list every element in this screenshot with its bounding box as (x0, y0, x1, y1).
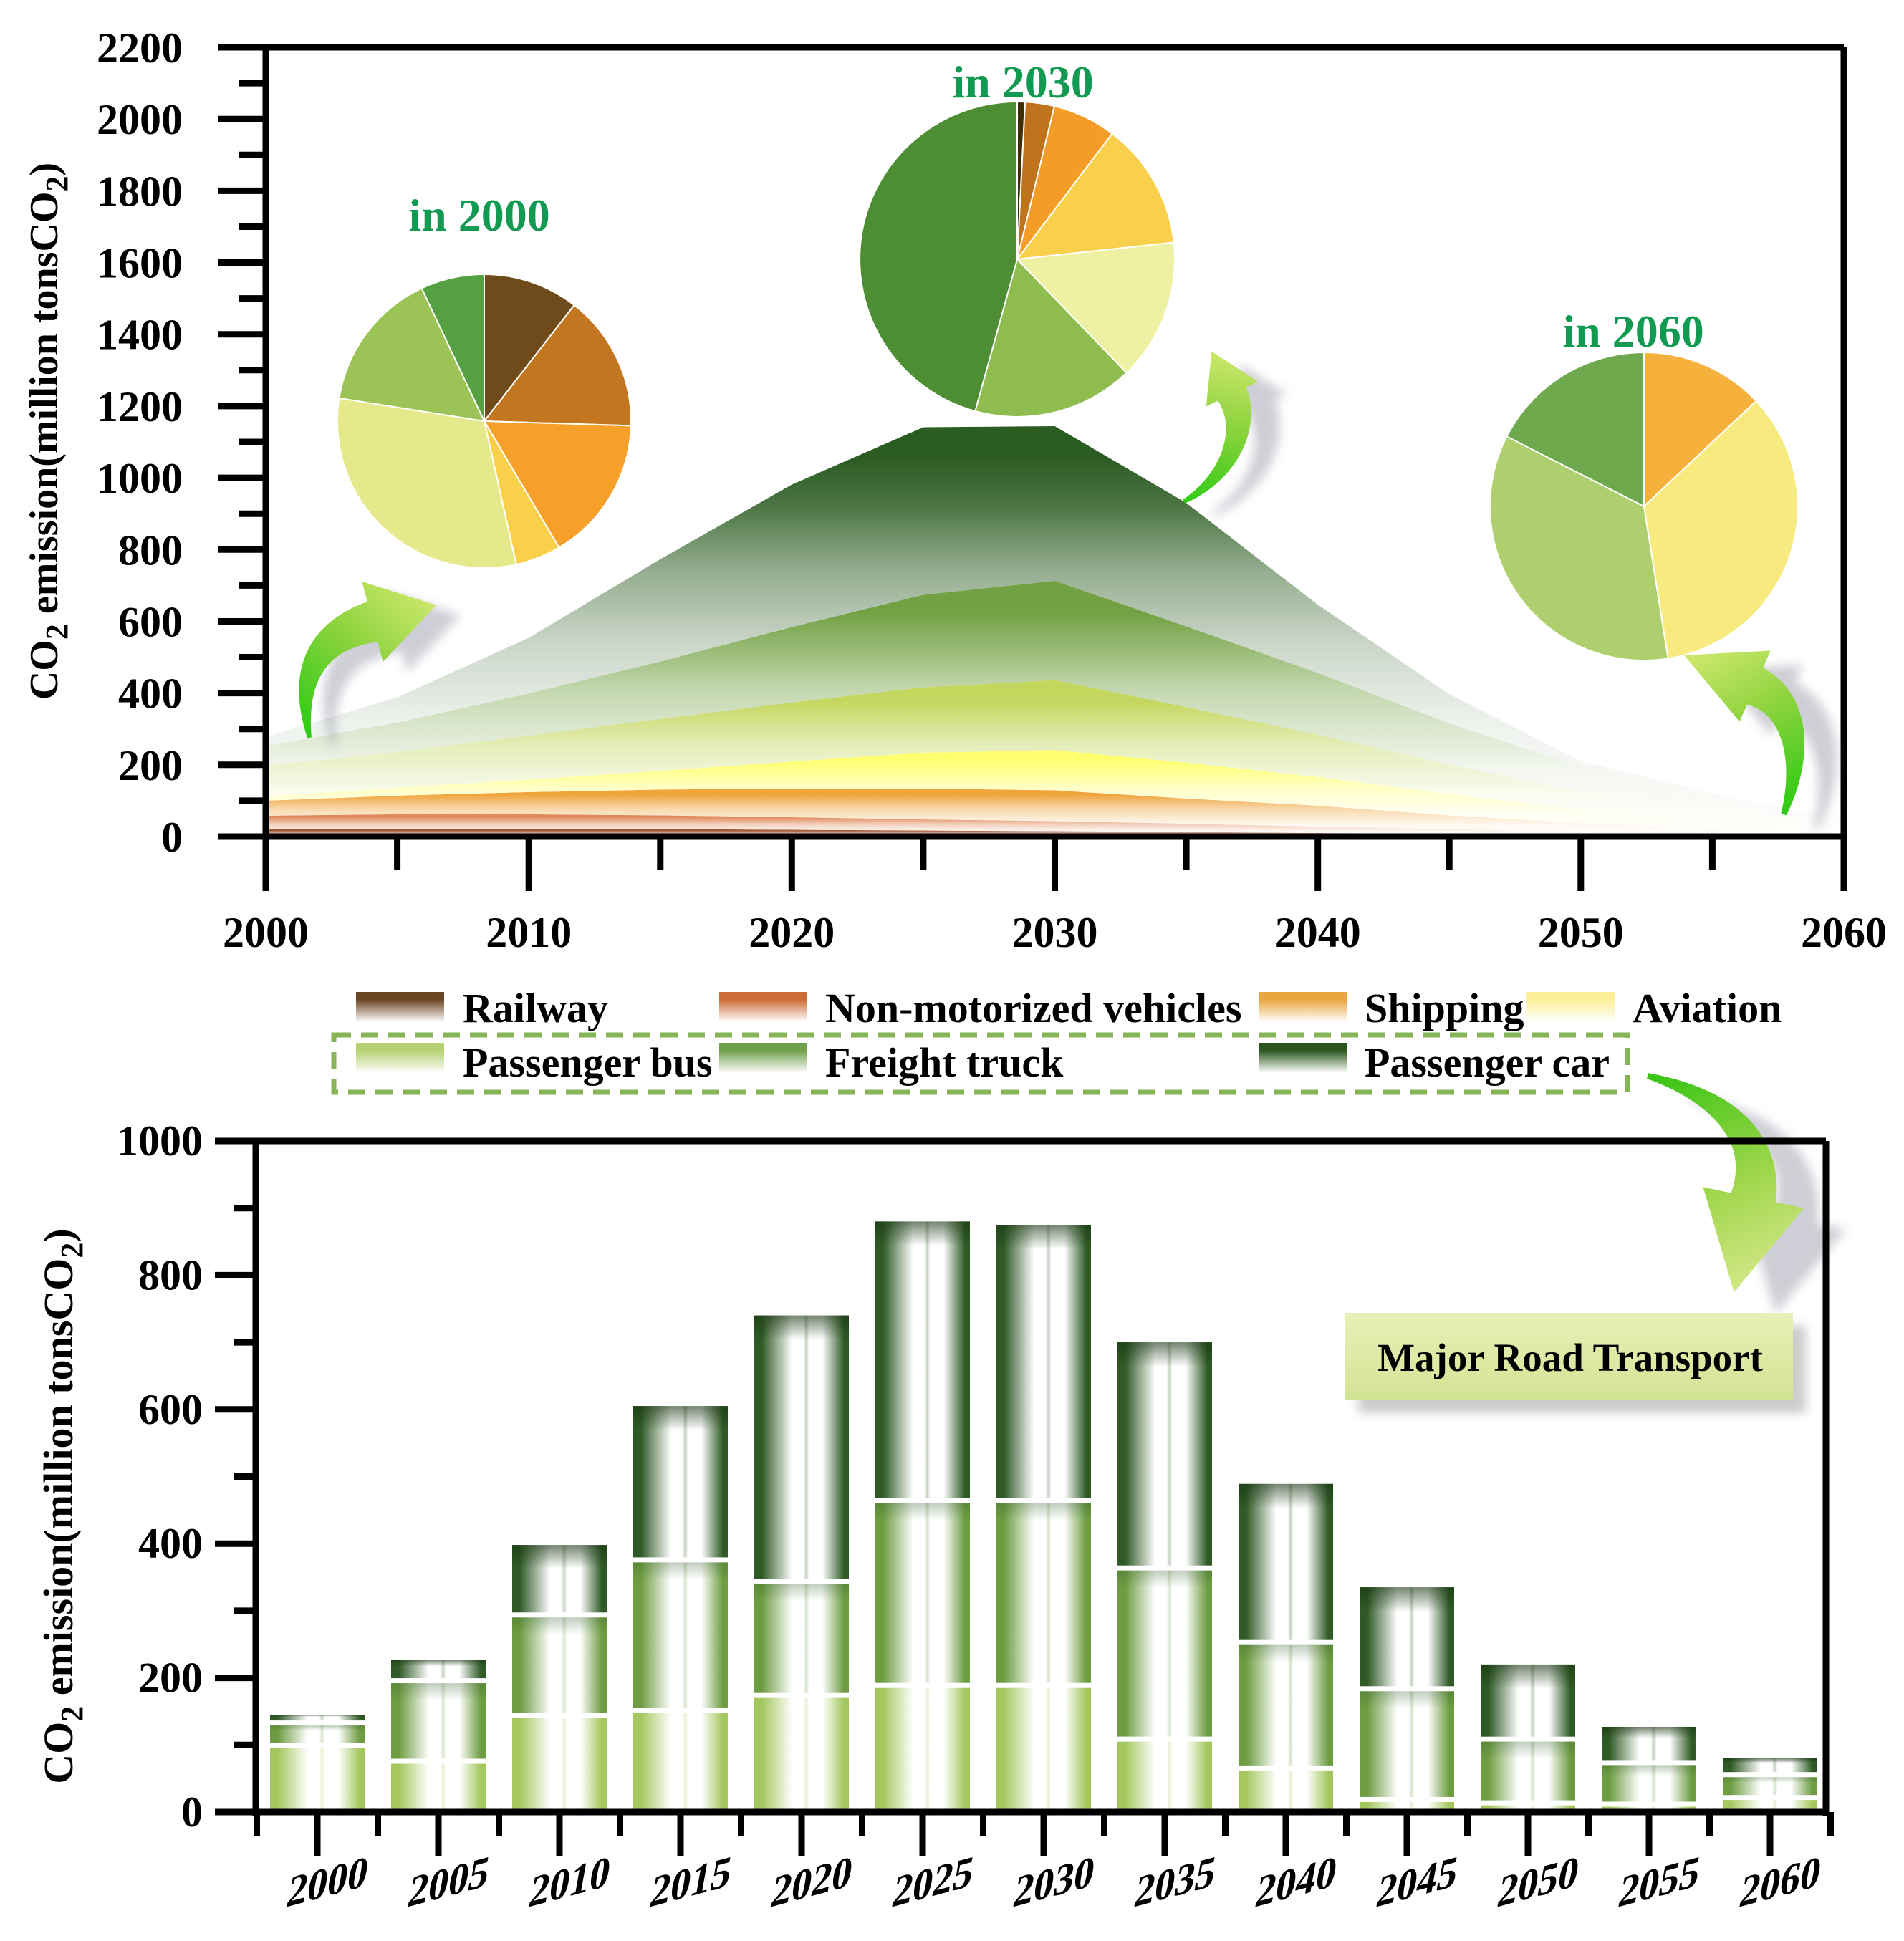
svg-text:2000: 2000 (223, 909, 309, 956)
svg-text:2055: 2055 (1615, 1846, 1703, 1917)
svg-text:2050: 2050 (1494, 1846, 1582, 1917)
svg-text:2010: 2010 (525, 1846, 614, 1917)
svg-text:2000: 2000 (283, 1846, 372, 1917)
svg-text:Passenger bus: Passenger bus (463, 1039, 713, 1086)
svg-text:2035: 2035 (1130, 1846, 1219, 1917)
svg-text:2010: 2010 (486, 909, 572, 956)
svg-text:400: 400 (138, 1520, 203, 1567)
svg-text:2045: 2045 (1372, 1846, 1461, 1917)
svg-text:2020: 2020 (767, 1846, 856, 1917)
svg-text:in 2030: in 2030 (952, 57, 1093, 107)
svg-text:2040: 2040 (1275, 909, 1361, 956)
svg-text:2060: 2060 (1736, 1846, 1824, 1917)
svg-text:Aviation: Aviation (1633, 985, 1782, 1031)
svg-text:2050: 2050 (1538, 909, 1624, 956)
svg-text:1800: 1800 (97, 168, 183, 215)
svg-text:2200: 2200 (97, 24, 183, 72)
svg-text:800: 800 (138, 1251, 203, 1299)
svg-text:2020: 2020 (749, 909, 835, 956)
svg-text:Passenger car: Passenger car (1365, 1039, 1610, 1086)
svg-text:in 2060: in 2060 (1562, 306, 1703, 357)
svg-text:2005: 2005 (404, 1846, 493, 1917)
svg-text:CO2 emission(million tonsCO2): CO2 emission(million tonsCO2) (22, 163, 74, 700)
svg-text:Shipping: Shipping (1365, 985, 1524, 1031)
svg-text:in 2000: in 2000 (408, 190, 549, 241)
svg-text:600: 600 (138, 1386, 203, 1433)
svg-text:Railway: Railway (463, 985, 608, 1031)
svg-text:2000: 2000 (97, 96, 183, 143)
svg-text:1600: 1600 (97, 240, 183, 287)
svg-text:Freight truck: Freight truck (825, 1039, 1064, 1086)
svg-text:1400: 1400 (97, 312, 183, 359)
svg-text:2015: 2015 (646, 1846, 735, 1917)
svg-text:200: 200 (118, 742, 183, 789)
svg-text:Major Road Transport: Major Road Transport (1377, 1336, 1763, 1379)
svg-text:2030: 2030 (1012, 909, 1098, 956)
svg-text:600: 600 (118, 599, 183, 646)
svg-text:Non-motorized vehicles: Non-motorized vehicles (825, 985, 1241, 1031)
svg-text:0: 0 (161, 814, 183, 861)
svg-text:1200: 1200 (97, 383, 183, 430)
svg-text:2040: 2040 (1251, 1846, 1340, 1917)
svg-text:0: 0 (181, 1788, 203, 1836)
svg-text:200: 200 (138, 1655, 203, 1702)
svg-text:2060: 2060 (1801, 909, 1887, 956)
svg-text:1000: 1000 (97, 455, 183, 502)
svg-text:2030: 2030 (1009, 1846, 1098, 1917)
svg-text:CO2 emission(million tonsCO2): CO2 emission(million tonsCO2) (35, 1228, 90, 1784)
svg-text:1000: 1000 (117, 1117, 203, 1165)
svg-text:400: 400 (118, 670, 183, 718)
svg-text:2025: 2025 (888, 1846, 977, 1917)
svg-text:800: 800 (118, 526, 183, 574)
